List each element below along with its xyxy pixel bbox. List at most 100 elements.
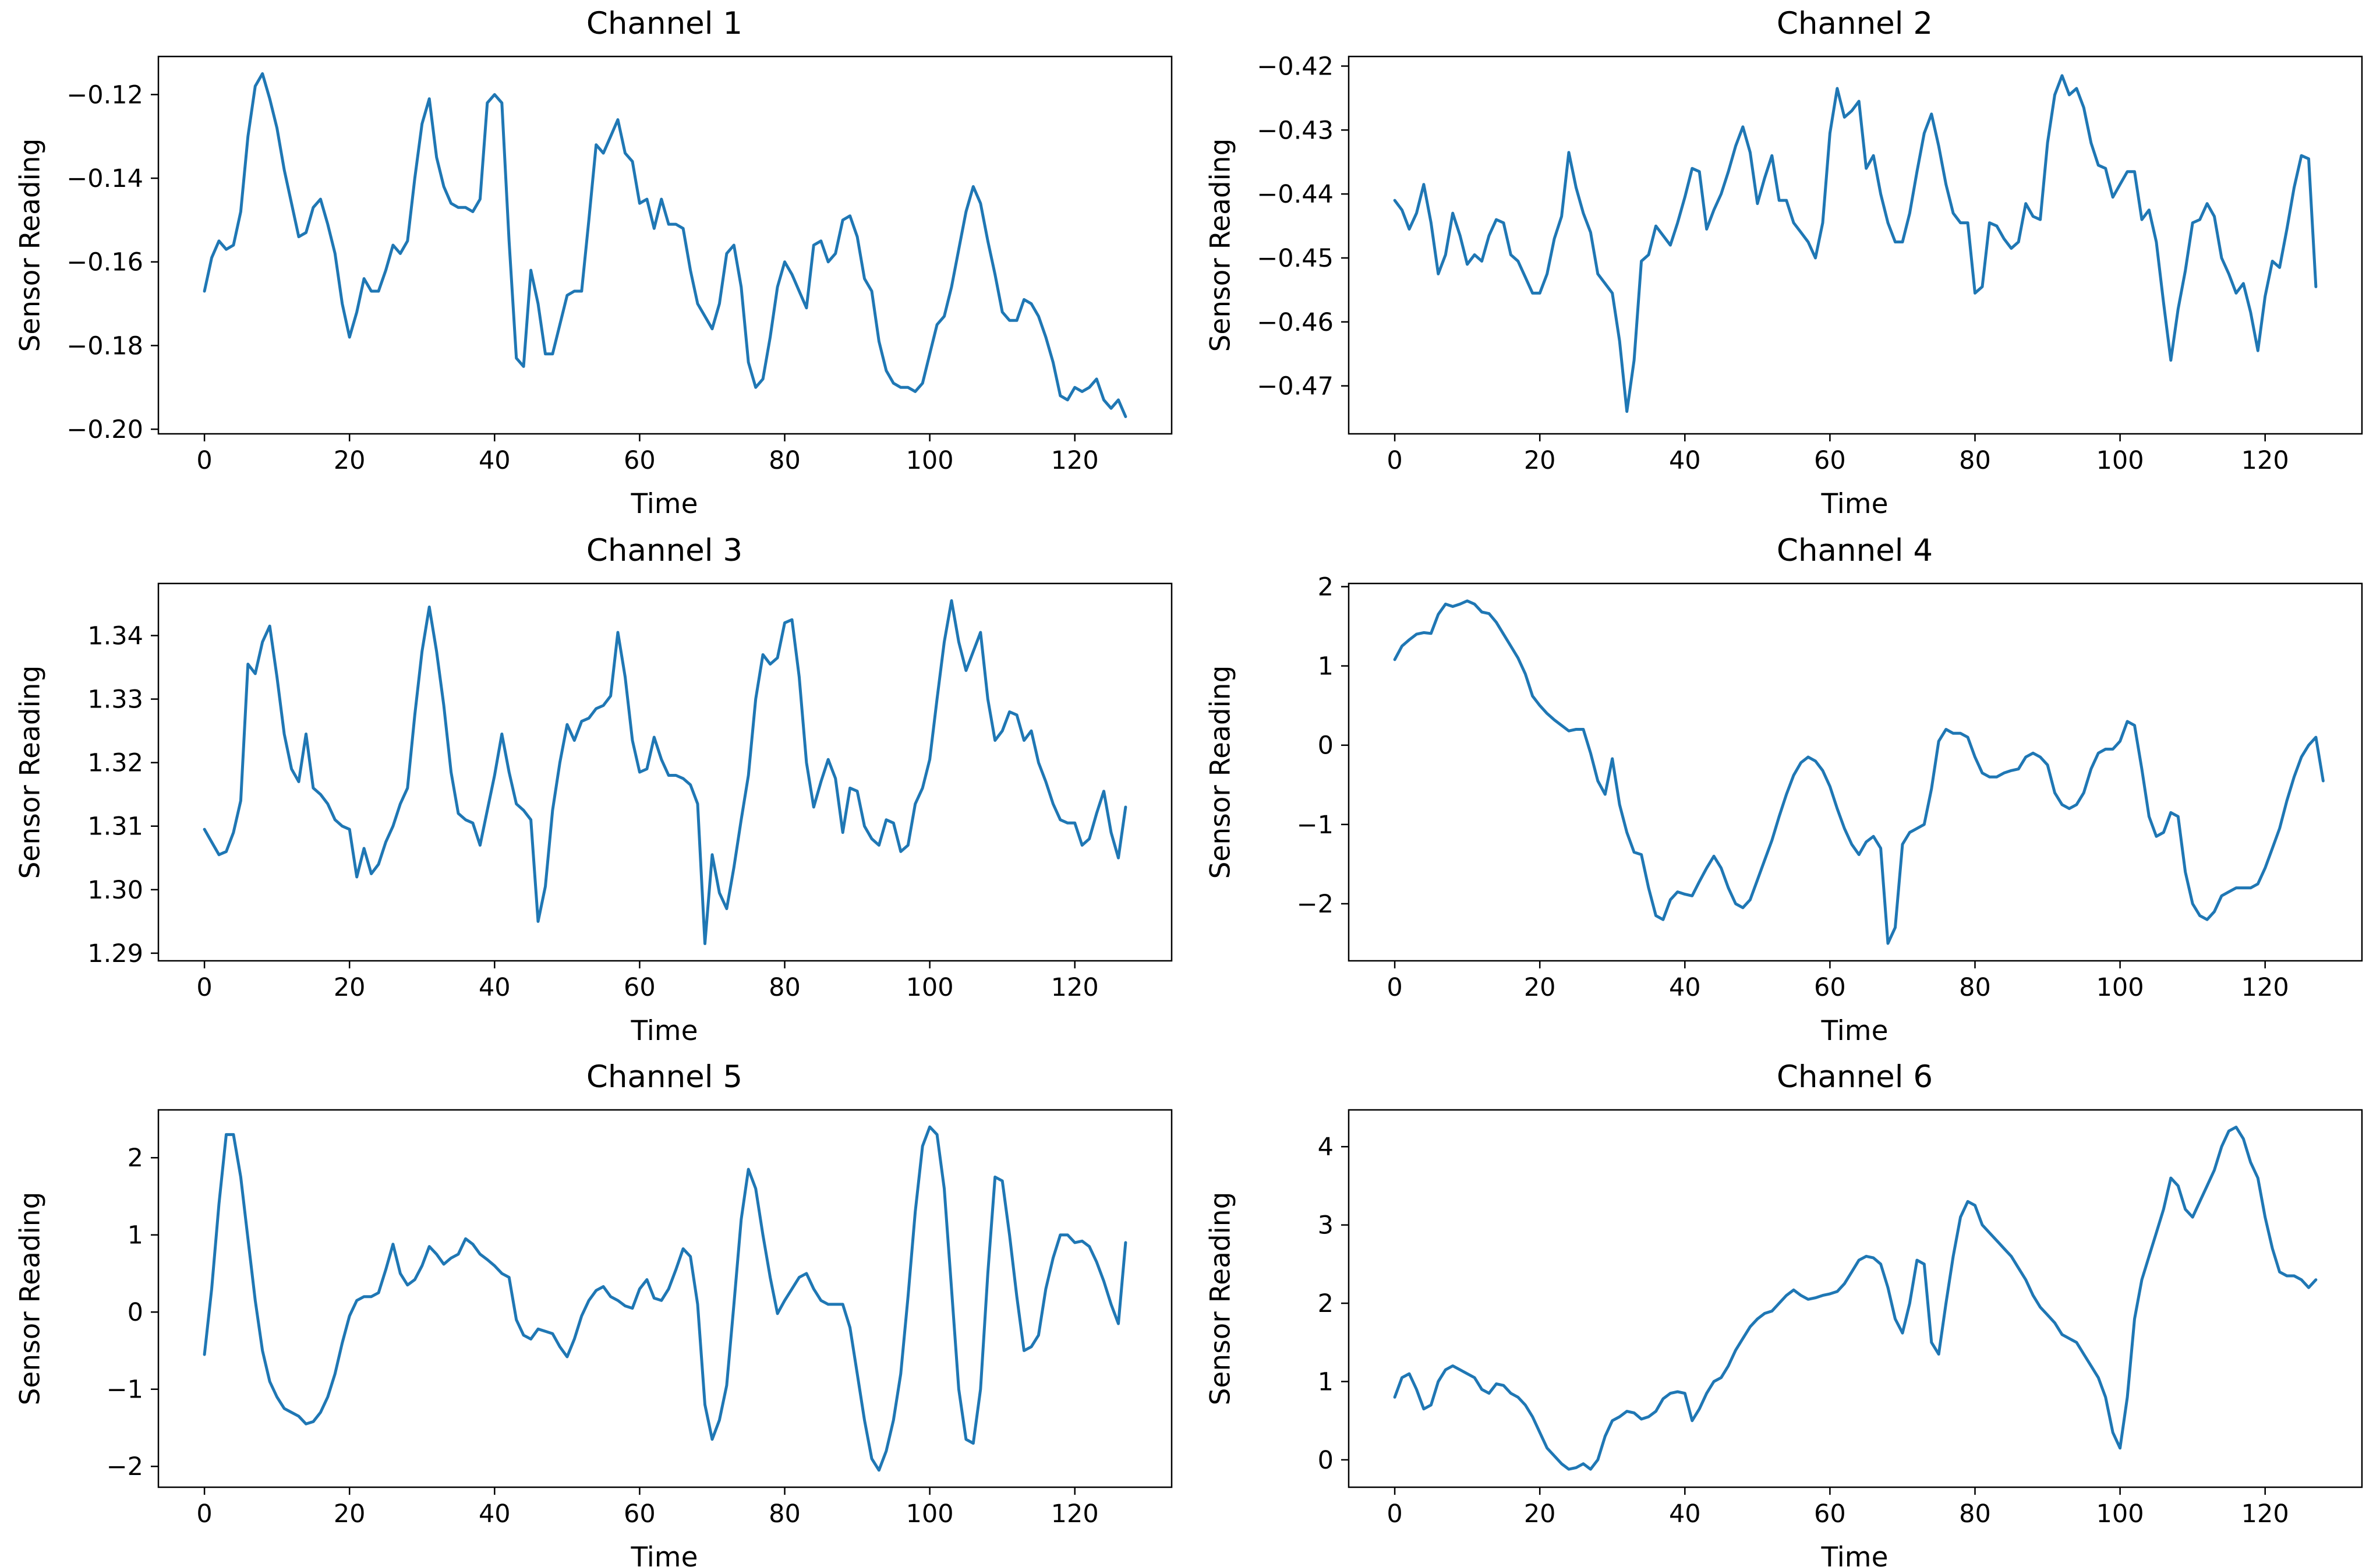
svg-text:−0.12: −0.12 xyxy=(66,80,143,109)
svg-text:−1: −1 xyxy=(107,1375,143,1405)
svg-text:1.29: 1.29 xyxy=(87,939,143,968)
svg-text:−0.47: −0.47 xyxy=(1257,372,1334,401)
svg-text:40: 40 xyxy=(1669,1499,1701,1529)
line-chart-channel-2: 0 20 40 60 80 100 120 −0.47 −0.46 −0.45 −0.44 −0.43… xyxy=(1257,52,2363,475)
svg-text:−0.42: −0.42 xyxy=(1257,52,1334,81)
svg-text:−1: −1 xyxy=(1297,811,1334,840)
svg-text:20: 20 xyxy=(334,446,366,475)
svg-text:80: 80 xyxy=(769,446,801,475)
y-axis-label: Sensor Reading xyxy=(1204,138,1237,352)
y-axis-label: Sensor Reading xyxy=(1204,665,1237,879)
svg-text:−2: −2 xyxy=(107,1452,143,1481)
svg-text:0: 0 xyxy=(196,1499,212,1529)
svg-text:100: 100 xyxy=(2096,1499,2144,1529)
svg-text:100: 100 xyxy=(906,446,954,475)
x-axis-label: Time xyxy=(1821,1541,1889,1567)
svg-text:2: 2 xyxy=(1318,572,1334,602)
svg-text:20: 20 xyxy=(334,1499,366,1529)
svg-text:40: 40 xyxy=(479,973,511,1002)
y-axis-label: Sensor Reading xyxy=(14,138,47,352)
svg-text:60: 60 xyxy=(624,446,656,475)
chart-title: Channel 4 xyxy=(1776,533,1933,568)
svg-text:1: 1 xyxy=(1318,1368,1334,1397)
svg-text:2: 2 xyxy=(1318,1289,1334,1318)
svg-text:120: 120 xyxy=(2241,446,2289,475)
x-axis-label: Time xyxy=(1821,1015,1889,1047)
svg-text:1.32: 1.32 xyxy=(87,749,143,778)
svg-text:−0.20: −0.20 xyxy=(66,415,143,444)
svg-text:−0.44: −0.44 xyxy=(1257,180,1334,209)
line-chart-channel-4: 0 20 40 60 80 100 120 −2 −1 0 1 2 xyxy=(1297,572,2363,1002)
chart-title: Channel 5 xyxy=(586,1059,743,1095)
svg-text:20: 20 xyxy=(334,973,366,1002)
svg-text:20: 20 xyxy=(1524,1499,1556,1529)
svg-text:80: 80 xyxy=(1959,1499,1991,1529)
y-axis-label: Sensor Reading xyxy=(1204,1191,1237,1406)
svg-text:100: 100 xyxy=(2096,446,2144,475)
svg-text:40: 40 xyxy=(1669,973,1701,1002)
svg-text:120: 120 xyxy=(2241,1499,2289,1529)
subplot-channel-4: 0 20 40 60 80 100 120 −2 −1 0 1 2 Channel 4 Sensor … xyxy=(1190,527,2380,1047)
svg-text:−0.14: −0.14 xyxy=(66,164,143,193)
svg-text:0: 0 xyxy=(1318,1446,1334,1475)
x-axis-label: Time xyxy=(631,488,698,520)
svg-text:1.31: 1.31 xyxy=(87,812,143,841)
chart-title: Channel 2 xyxy=(1776,6,1933,41)
y-axis-label: Sensor Reading xyxy=(14,665,47,879)
subplot-channel-5: 0 20 40 60 80 100 120 −2 −1 0 1 2 Channel 5 Sensor … xyxy=(0,1053,1190,1567)
svg-text:100: 100 xyxy=(2096,973,2144,1002)
svg-text:−0.46: −0.46 xyxy=(1257,308,1334,337)
svg-text:120: 120 xyxy=(1051,973,1099,1002)
svg-text:60: 60 xyxy=(624,1499,656,1529)
line-chart-channel-3: 0 20 40 60 80 100 120 1.29 1.30 1.31 1.32 1.33 1.34 xyxy=(87,582,1173,1002)
svg-text:60: 60 xyxy=(624,973,656,1002)
line-chart-channel-6: 0 20 40 60 80 100 120 0 1 2 3 4 xyxy=(1318,1109,2363,1529)
svg-text:0: 0 xyxy=(128,1298,143,1327)
svg-text:−0.45: −0.45 xyxy=(1257,244,1334,273)
svg-text:120: 120 xyxy=(1051,446,1099,475)
svg-text:80: 80 xyxy=(1959,973,1991,1002)
chart-title: Channel 3 xyxy=(586,533,743,568)
svg-text:3: 3 xyxy=(1318,1211,1334,1240)
chart-title: Channel 1 xyxy=(586,6,743,41)
svg-text:100: 100 xyxy=(906,1499,954,1529)
svg-text:120: 120 xyxy=(1051,1499,1099,1529)
svg-text:−2: −2 xyxy=(1297,890,1334,919)
svg-text:0: 0 xyxy=(196,446,212,475)
x-axis-label: Time xyxy=(631,1015,698,1047)
svg-text:120: 120 xyxy=(2241,973,2289,1002)
svg-text:−0.43: −0.43 xyxy=(1257,116,1334,145)
subplot-channel-3: 0 20 40 60 80 100 120 1.29 1.30 1.31 1.32 1.33 1.34 … xyxy=(0,527,1190,1047)
svg-text:60: 60 xyxy=(1814,446,1846,475)
chart-title: Channel 6 xyxy=(1776,1059,1933,1095)
svg-text:1.30: 1.30 xyxy=(87,876,143,905)
svg-text:20: 20 xyxy=(1524,446,1556,475)
svg-text:−0.18: −0.18 xyxy=(66,331,143,360)
subplot-channel-2: 0 20 40 60 80 100 120 −0.47 −0.46 −0.45 −0.44 −0.43… xyxy=(1190,0,2380,520)
svg-text:0: 0 xyxy=(1387,973,1402,1002)
line-chart-channel-1: 0 20 40 60 80 100 120 −0.20 −0.18 −0.16 −0.14 −0.12 xyxy=(66,55,1173,475)
svg-text:80: 80 xyxy=(769,973,801,1002)
svg-text:0: 0 xyxy=(196,973,212,1002)
svg-text:60: 60 xyxy=(1814,973,1846,1002)
subplot-channel-6: 0 20 40 60 80 100 120 0 1 2 3 4 Channel 6 Sensor Re… xyxy=(1190,1053,2380,1567)
svg-text:20: 20 xyxy=(1524,973,1556,1002)
svg-text:80: 80 xyxy=(769,1499,801,1529)
svg-text:−0.16: −0.16 xyxy=(66,248,143,277)
svg-text:0: 0 xyxy=(1318,731,1334,760)
svg-text:40: 40 xyxy=(1669,446,1701,475)
svg-text:4: 4 xyxy=(1318,1133,1334,1162)
svg-text:40: 40 xyxy=(479,446,511,475)
svg-text:2: 2 xyxy=(128,1144,143,1173)
svg-text:60: 60 xyxy=(1814,1499,1846,1529)
svg-text:1.34: 1.34 xyxy=(87,621,143,650)
x-axis-label: Time xyxy=(631,1541,698,1567)
svg-text:80: 80 xyxy=(1959,446,1991,475)
line-chart-channel-5: 0 20 40 60 80 100 120 −2 −1 0 1 2 xyxy=(107,1109,1173,1529)
y-axis-label: Sensor Reading xyxy=(14,1191,47,1406)
subplot-channel-1: 0 20 40 60 80 100 120 −0.20 −0.18 −0.16 −0.14 −0.12… xyxy=(0,0,1190,520)
svg-text:1: 1 xyxy=(128,1221,143,1250)
svg-text:1: 1 xyxy=(1318,652,1334,681)
svg-text:100: 100 xyxy=(906,973,954,1002)
svg-text:0: 0 xyxy=(1387,446,1402,475)
